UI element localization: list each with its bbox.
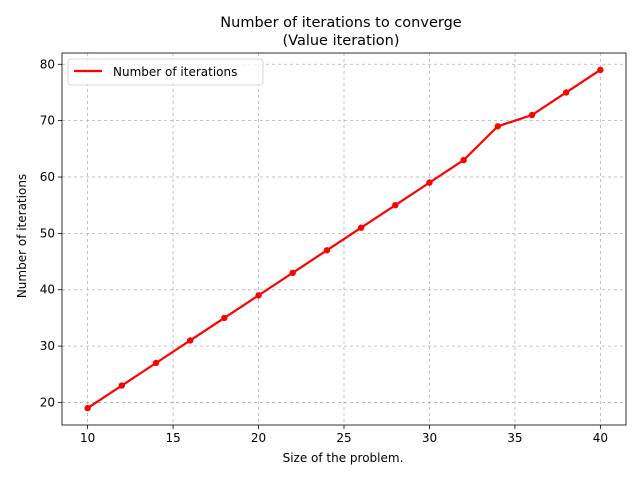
chart-title: Number of iterations to converge bbox=[220, 15, 461, 31]
data-point bbox=[392, 201, 399, 209]
legend-label: Number of iterations bbox=[113, 65, 237, 79]
x-tick-label: 35 bbox=[507, 431, 522, 445]
data-point bbox=[84, 404, 91, 412]
x-tick-label: 20 bbox=[251, 431, 266, 445]
series-layer bbox=[84, 66, 604, 412]
data-point bbox=[221, 314, 228, 322]
y-axis-label: Number of iterations bbox=[15, 174, 29, 298]
x-tick-label: 40 bbox=[593, 431, 608, 445]
x-tick-label: 15 bbox=[165, 431, 180, 445]
data-point bbox=[597, 66, 604, 74]
data-point bbox=[357, 224, 365, 231]
data-point bbox=[186, 337, 194, 344]
legend-box bbox=[67, 58, 264, 86]
x-tick-label: 30 bbox=[422, 431, 437, 445]
x-tick-label: 25 bbox=[336, 431, 351, 445]
y-tick-label: 40 bbox=[40, 283, 55, 297]
data-point bbox=[562, 89, 570, 96]
data-point bbox=[255, 292, 262, 299]
ticks: 10 15 20 25 30 35 40 20 30 40 50 60 70 80 bbox=[40, 57, 608, 445]
series-line bbox=[87, 68, 601, 410]
data-point bbox=[323, 247, 331, 254]
data-point bbox=[152, 359, 160, 367]
y-tick-label: 60 bbox=[40, 170, 55, 184]
y-tick-label: 30 bbox=[40, 339, 55, 353]
x-axis-label: Size of the problem. bbox=[283, 451, 404, 465]
data-point bbox=[118, 382, 126, 389]
data-point bbox=[426, 179, 433, 186]
legend: Number of iterations bbox=[67, 58, 264, 86]
y-tick-label: 80 bbox=[40, 57, 55, 71]
data-point bbox=[528, 111, 536, 119]
data-point bbox=[289, 269, 296, 277]
data-point bbox=[460, 156, 467, 164]
x-tick-label: 10 bbox=[80, 431, 95, 445]
y-tick-label: 70 bbox=[40, 114, 55, 128]
y-tick-label: 50 bbox=[40, 226, 55, 240]
chart-subtitle: (Value iteration) bbox=[283, 33, 400, 49]
y-tick-label: 20 bbox=[40, 395, 55, 409]
data-point bbox=[494, 123, 502, 130]
